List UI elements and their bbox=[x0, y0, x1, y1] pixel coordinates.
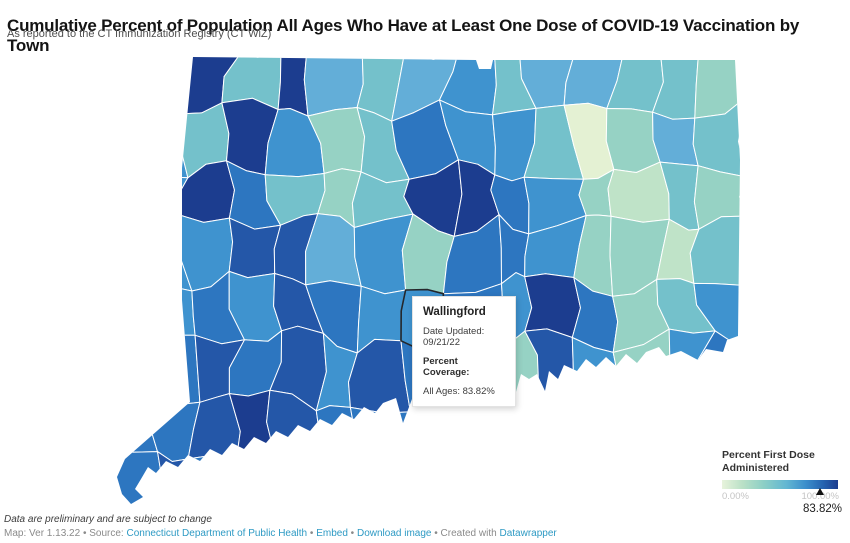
tooltip-date-updated: Date Updated: 09/21/22 bbox=[423, 326, 485, 348]
legend-marker-triangle bbox=[816, 488, 825, 496]
town-polygon[interactable] bbox=[609, 405, 665, 470]
town-polygon[interactable] bbox=[652, 111, 699, 167]
map-tooltip: Wallingford Date Updated: 09/21/22 Perce… bbox=[412, 296, 516, 407]
town-polygon[interactable] bbox=[145, 176, 189, 227]
town-polygon[interactable] bbox=[581, 450, 611, 517]
town-polygon[interactable] bbox=[349, 406, 411, 475]
town-polygon[interactable] bbox=[315, 405, 371, 471]
town-polygon[interactable] bbox=[689, 215, 753, 287]
town-polygon[interactable] bbox=[693, 165, 746, 230]
town-polygon[interactable] bbox=[390, 464, 456, 520]
legend: Percent First Dose Administered 0.00% 10… bbox=[722, 449, 842, 516]
town-polygon[interactable] bbox=[565, 408, 628, 470]
town-polygon[interactable] bbox=[99, 52, 146, 120]
footer-separator: • bbox=[434, 528, 438, 539]
datawrapper-link[interactable]: Datawrapper bbox=[499, 528, 557, 539]
town-polygon[interactable] bbox=[527, 387, 583, 459]
footer-disclaimer: Data are preliminary and are subject to … bbox=[4, 514, 212, 525]
town-polygon[interactable] bbox=[104, 113, 147, 179]
legend-max-label: 100.00% bbox=[801, 491, 839, 503]
town-polygon[interactable] bbox=[317, 464, 371, 517]
town-polygon[interactable] bbox=[527, 449, 587, 522]
legend-min-label: 0.00% bbox=[722, 491, 749, 503]
footer-meta: Map: Ver 1.13.22 • Source: Connecticut D… bbox=[4, 528, 557, 539]
town-polygon[interactable] bbox=[96, 220, 158, 291]
source-link[interactable]: Connecticut Department of Public Health bbox=[126, 528, 308, 539]
town-polygon[interactable] bbox=[235, 453, 277, 521]
embed-link[interactable]: Embed bbox=[316, 528, 348, 539]
footer-meta-prefix: Map: Ver 1.13.22 • Source: bbox=[4, 528, 124, 539]
town-polygon[interactable] bbox=[104, 401, 158, 453]
town-polygon[interactable] bbox=[303, 52, 364, 117]
town-polygon[interactable] bbox=[138, 51, 181, 122]
town-polygon[interactable] bbox=[694, 52, 748, 119]
town-polygon[interactable] bbox=[137, 334, 201, 406]
download-image-link[interactable]: Download image bbox=[356, 528, 432, 539]
town-polygon[interactable] bbox=[137, 113, 189, 179]
legend-title-line2: Administered bbox=[722, 462, 790, 475]
footer-separator: • bbox=[350, 528, 355, 539]
town-polygon[interactable] bbox=[692, 96, 746, 178]
footer-separator: • bbox=[309, 528, 314, 539]
town-polygon[interactable] bbox=[607, 161, 670, 223]
footer-created-with: Created with bbox=[440, 528, 497, 539]
town-polygon[interactable] bbox=[480, 457, 546, 516]
town-polygon[interactable] bbox=[274, 457, 330, 516]
legend-labels: 0.00% 100.00% bbox=[722, 488, 839, 503]
town-polygon[interactable] bbox=[446, 455, 493, 520]
tooltip-coverage-label: Percent Coverage: bbox=[423, 356, 470, 378]
town-polygon[interactable] bbox=[606, 455, 653, 516]
page-subtitle: As reported to the CT Immunization Regis… bbox=[7, 28, 272, 40]
town-polygon[interactable] bbox=[101, 448, 164, 516]
town-polygon[interactable] bbox=[650, 456, 708, 517]
town-polygon[interactable] bbox=[103, 274, 158, 347]
town-polygon[interactable] bbox=[277, 52, 309, 117]
town-polygon[interactable] bbox=[152, 451, 195, 520]
town-polygon[interactable] bbox=[605, 108, 661, 173]
legend-title-line1: Percent First Dose bbox=[722, 449, 815, 461]
page-title: Cumulative Percent of Population All Age… bbox=[7, 16, 800, 56]
town-polygon[interactable] bbox=[693, 282, 750, 342]
town-polygon[interactable] bbox=[102, 337, 142, 407]
legend-marker-value: 83.82% bbox=[802, 503, 842, 516]
town-polygon[interactable] bbox=[362, 467, 400, 518]
legend-gradient-bar bbox=[722, 480, 838, 490]
tooltip-town-name: Wallingford bbox=[423, 306, 486, 318]
town-polygon[interactable] bbox=[651, 395, 700, 468]
town-polygon[interactable] bbox=[524, 273, 581, 338]
town-polygon[interactable] bbox=[104, 155, 155, 227]
legend-title: Percent First Dose Administered bbox=[722, 449, 839, 475]
tooltip-all-ages-value: All Ages: 83.82% bbox=[423, 386, 495, 397]
town-polygon[interactable] bbox=[661, 328, 716, 407]
